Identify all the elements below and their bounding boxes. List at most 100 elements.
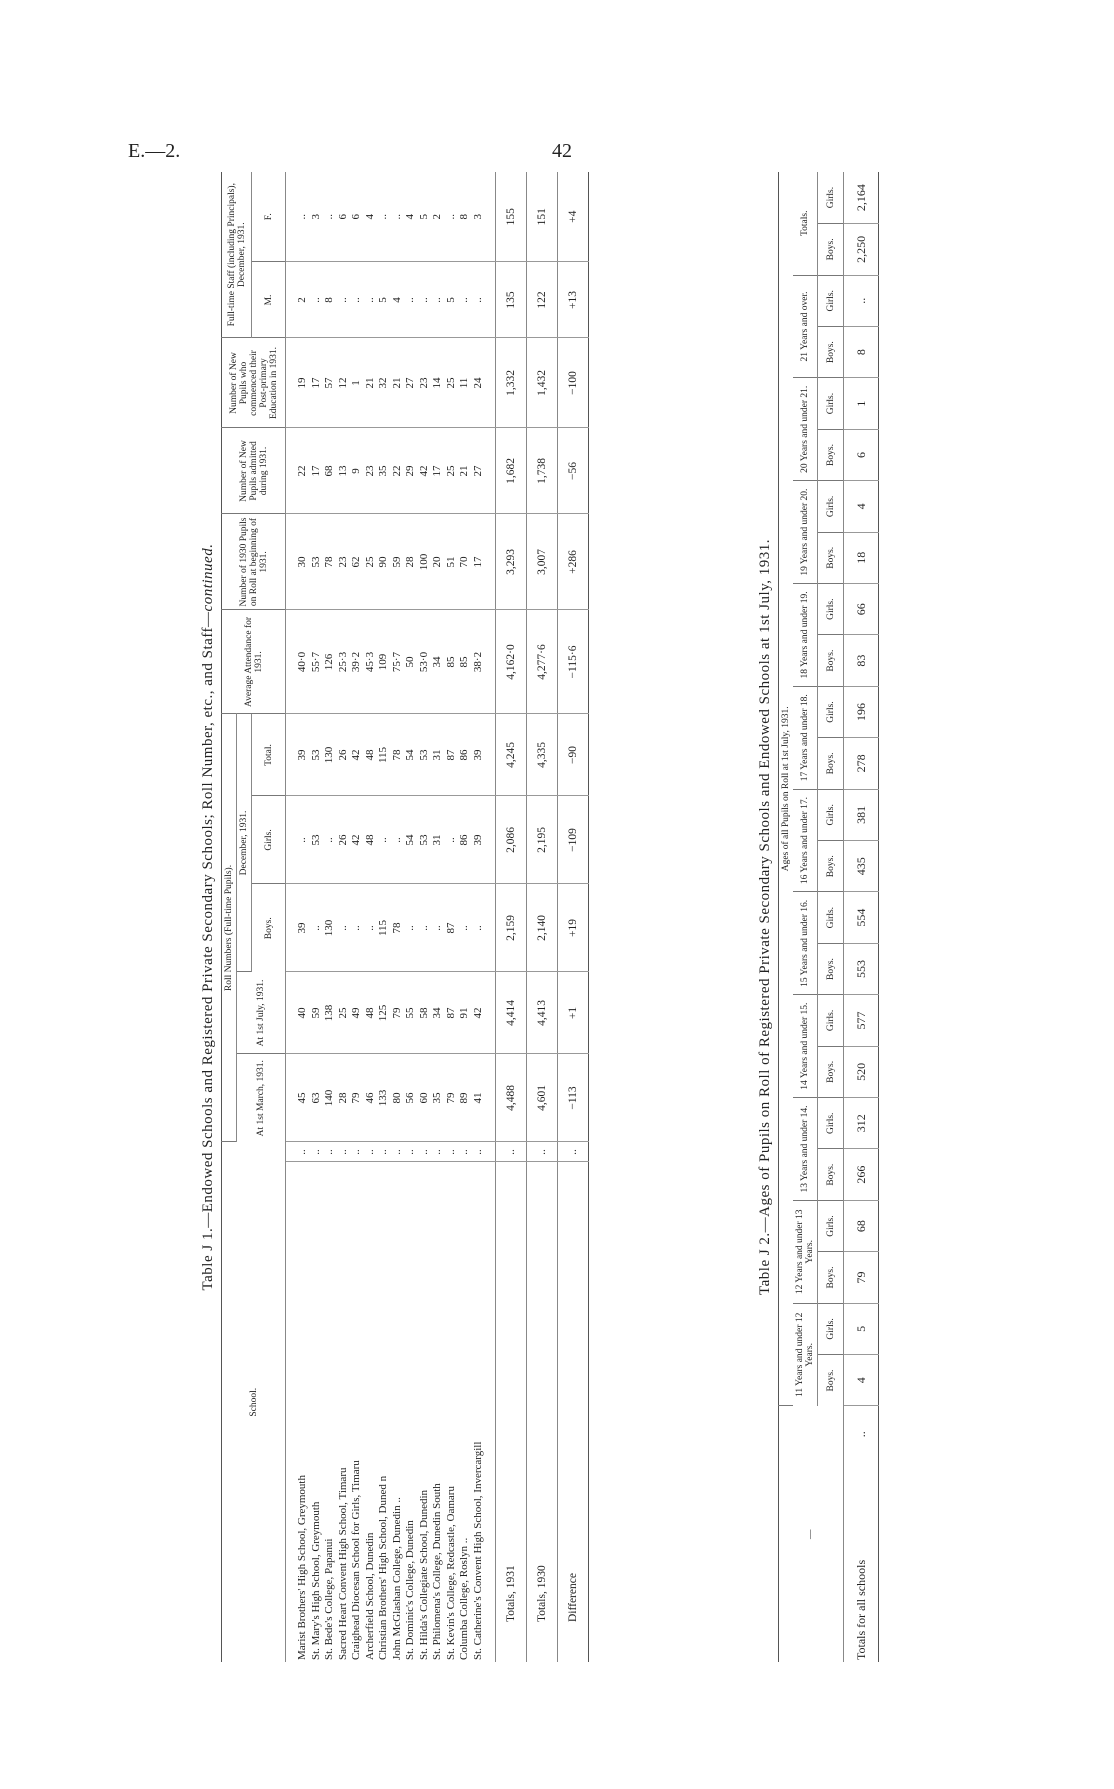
cell-at-july: 40 (285, 971, 310, 1054)
cell-dots: .. (323, 1141, 337, 1162)
cell-staff-m: 8 (323, 261, 337, 338)
cell-new-post-primary: 27 (404, 337, 418, 428)
col-girls: Girls. (817, 891, 844, 944)
table-row: Christian Brothers' High School, Duned n… (377, 171, 391, 1662)
table-j2-title: Table J 2.—Ages of Pupils on Roll of Reg… (757, 539, 773, 1295)
cell-staff-f: 4 (363, 171, 377, 262)
cell-new-post-primary: 17 (309, 337, 323, 428)
cell-girls: .. (323, 795, 337, 884)
table-j1: Table J 1.—Endowed Schools and Registere… (195, 171, 589, 1662)
cell-staff-f: 155 (495, 171, 527, 262)
cell-staff-f: .. (390, 171, 404, 262)
cell-value: 435 (843, 840, 879, 892)
cell-boys: .. (309, 883, 323, 972)
col-age-group: 15 Years and under 16. (793, 891, 818, 995)
cell-boys: .. (417, 883, 431, 972)
cell-pupils-1930: 30 (285, 513, 310, 610)
cell-value: 520 (843, 1046, 879, 1098)
cell-avg-attendance: 38·2 (471, 609, 496, 714)
cell-new-post-primary: 57 (323, 337, 337, 428)
cell-new-admitted: 68 (323, 427, 337, 514)
cell-at-july: 125 (377, 971, 391, 1054)
col-girls: Girls. (817, 275, 844, 327)
cell-school-name: St. Philomena's College, Dunedin South (431, 1483, 443, 1660)
col-age-group: 17 Years and under 18. (793, 686, 818, 790)
col-age-group: 18 Years and under 19. (793, 583, 818, 687)
cell-new-admitted: 22 (285, 427, 310, 514)
cell-value: 66 (843, 583, 879, 635)
cell-value: 2,164 (843, 172, 879, 224)
cell-total: 53 (309, 713, 323, 796)
cell-at-march: 60 (417, 1053, 431, 1142)
table-row: St. Dominic's College, Dunedin.. 56 55.. 54… (404, 171, 418, 1662)
cell-avg-attendance: 4,162·0 (495, 609, 527, 714)
cell-boys: 39 (285, 883, 310, 972)
cell-value: 4 (843, 480, 879, 533)
table-row: St. Hilda's Collegiate School, Dunedin..… (417, 171, 431, 1662)
cell-at-july: 34 (431, 971, 445, 1054)
cell-boys: .. (363, 883, 377, 972)
cell-girls: 53 (309, 795, 323, 884)
cell-staff-f: .. (444, 171, 458, 262)
cell-total: 39 (285, 713, 310, 796)
cell-staff-m: 135 (495, 261, 527, 338)
cell-school-name: St. Kevin's College, Redcastle, Oamaru (444, 1486, 457, 1660)
cell-at-march: 63 (309, 1053, 323, 1142)
cell-staff-m: .. (309, 261, 323, 338)
cell-dots: .. (285, 1141, 310, 1162)
cell-dots: .. (390, 1141, 404, 1162)
col-boys: Boys. (817, 943, 844, 995)
table-row: St. Catherine's Convent High School, Inv… (471, 171, 496, 1662)
cell-total: 54 (404, 713, 418, 796)
cell-at-july: 58 (417, 971, 431, 1054)
page-reference: E.—2. (128, 140, 181, 162)
col-boys: Boys. (817, 840, 844, 892)
cell-total: 42 (350, 713, 364, 796)
col-girls: Girls. (817, 686, 844, 738)
cell-total: 86 (458, 713, 472, 796)
col-staff-f: F. (251, 171, 286, 262)
cell-new-admitted: 25 (444, 427, 458, 514)
cell-girls: 54 (404, 795, 418, 884)
cell-staff-m: 122 (526, 261, 558, 338)
cell-staff-m: +13 (557, 261, 589, 338)
cell-staff-m: 5 (444, 261, 458, 338)
cell-girls: 2,086 (495, 795, 527, 884)
cell-staff-f: 8 (458, 171, 472, 262)
cell-boys: .. (458, 883, 472, 972)
cell-dots: .. (557, 1141, 589, 1162)
cell-value: 8 (843, 326, 879, 378)
table-row: John McGlashan College, Dunedin .... 80 79… (390, 171, 404, 1662)
cell-girls: 48 (363, 795, 377, 884)
cell-staff-f: 3 (309, 171, 323, 262)
col-boys: Boys. (817, 1354, 844, 1406)
cell-at-july: 49 (350, 971, 364, 1054)
table-j2: Table J 2.—Ages of Pupils on Roll of Reg… (752, 172, 879, 1662)
cell-girls: 39 (471, 795, 496, 884)
cell-pupils-1930: 20 (431, 513, 445, 610)
col-boys: Boys. (817, 1046, 844, 1098)
cell-dots: .. (431, 1141, 445, 1162)
col-age-group: 13 Years and under 14. (793, 1097, 818, 1201)
cell-at-march: 41 (471, 1053, 496, 1142)
cell-new-post-primary: 24 (471, 337, 496, 428)
cell-girls: .. (377, 795, 391, 884)
cell-boys: 130 (323, 883, 337, 972)
cell-pupils-1930: 100 (417, 513, 431, 610)
col-girls: Girls. (817, 172, 844, 224)
cell-staff-m: .. (404, 261, 418, 338)
cell-new-admitted: 17 (431, 427, 445, 514)
col-girls: Girls. (817, 1200, 844, 1252)
cell-new-post-primary: −100 (557, 337, 589, 428)
cell-staff-f: .. (323, 171, 337, 262)
col-boys: Boys. (817, 737, 844, 790)
cell-dots: .. (404, 1141, 418, 1162)
cell-value: 312 (843, 1097, 879, 1149)
cell-new-admitted: 1,682 (495, 427, 527, 514)
cell-total: 4,335 (526, 713, 558, 796)
col-staff: Full-time Staff (including Principals), … (221, 171, 252, 338)
cell-new-admitted: 9 (350, 427, 364, 514)
col-girls: Girls. (817, 789, 844, 841)
col-boys: Boys. (817, 1148, 844, 1201)
col-age-group: 21 Years and over. (793, 275, 818, 378)
